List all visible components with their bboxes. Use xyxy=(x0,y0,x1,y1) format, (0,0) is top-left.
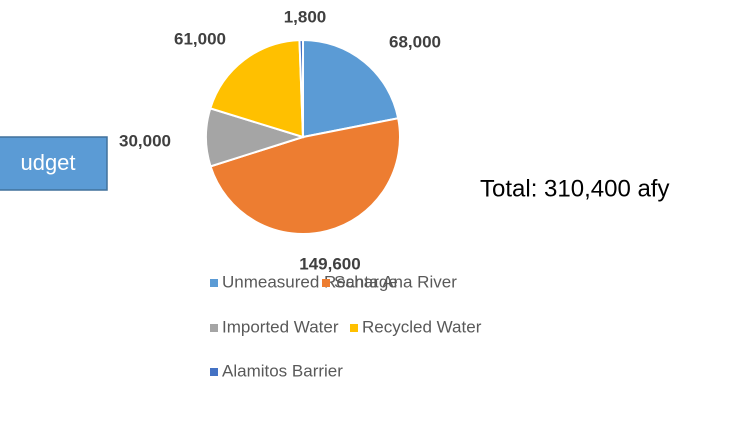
legend-swatch xyxy=(210,279,218,287)
label-box xyxy=(0,136,108,191)
legend-label: Unmeasured Recharge xyxy=(222,272,398,291)
data-label: 30,000 xyxy=(119,131,171,150)
pie-slice xyxy=(302,38,400,139)
pie-slice xyxy=(209,117,401,235)
data-label: 61,000 xyxy=(174,29,226,48)
legend-swatch xyxy=(210,368,218,376)
pie-slice xyxy=(298,38,304,138)
legend-label: Imported Water xyxy=(222,317,339,336)
data-label: 68,000 xyxy=(389,32,441,51)
data-label: 149,600 xyxy=(299,254,360,273)
data-label: 1,800 xyxy=(284,7,327,26)
total-annotation: Total: 310,400 afy xyxy=(480,175,669,202)
legend-swatch xyxy=(322,279,330,287)
legend-swatch xyxy=(350,324,358,332)
legend-label: Recycled Water xyxy=(362,317,482,336)
pie-slice xyxy=(209,39,305,139)
box-text: udget xyxy=(20,150,75,175)
legend-label: Alamitos Barrier xyxy=(222,361,343,380)
legend-swatch xyxy=(210,324,218,332)
legend-label: Santa Ana River xyxy=(334,272,457,291)
